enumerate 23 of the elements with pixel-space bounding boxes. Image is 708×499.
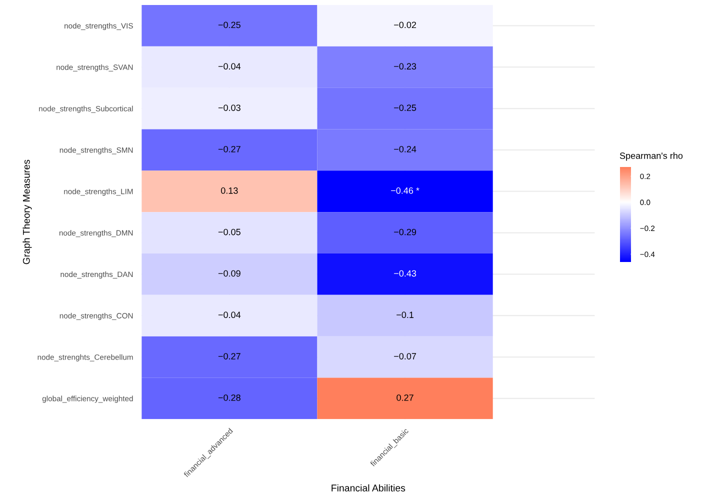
data-label: −0.03 bbox=[218, 104, 240, 111]
data-label: −0.46 * bbox=[391, 187, 420, 194]
data-label: −0.28 bbox=[218, 394, 240, 401]
data-label: −0.04 bbox=[218, 312, 241, 318]
x-axis-title: Financial Abilities bbox=[332, 484, 406, 492]
data-label: −0.07 bbox=[394, 353, 416, 360]
data-label: −0.23 bbox=[394, 63, 416, 70]
data-label: −0.27 bbox=[218, 146, 240, 152]
data-label: −0.25 bbox=[218, 22, 240, 28]
data-label: −0.25 bbox=[394, 104, 416, 111]
data-label: −0.27 bbox=[218, 353, 240, 360]
data-label: −0.29 bbox=[394, 228, 416, 236]
data-label: −0.24 bbox=[394, 146, 416, 152]
y-axis-title: Graph Theory Measures bbox=[22, 160, 32, 264]
data-label: −0.09 bbox=[218, 270, 240, 277]
data-label: −0.04 bbox=[218, 63, 241, 70]
data-label: 0.27 bbox=[396, 394, 414, 401]
data-label: −0.02 bbox=[394, 22, 416, 28]
data-label: −0.43 bbox=[394, 270, 416, 277]
data-label: −0.05 bbox=[218, 228, 240, 236]
data-label: 0.13 bbox=[220, 187, 238, 194]
color-bar-title: Spearman's rho bbox=[620, 152, 683, 161]
data-label: −0.1 bbox=[396, 312, 414, 318]
